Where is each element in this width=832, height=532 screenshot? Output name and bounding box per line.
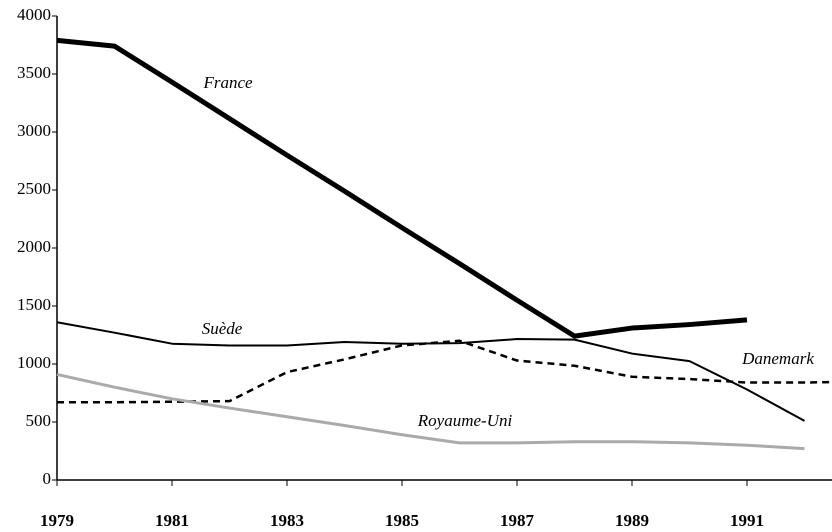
series-line (57, 339, 832, 404)
y-tick-label: 4000 (17, 5, 51, 24)
series-line (56, 321, 805, 422)
x-tick-label: 1979 (40, 511, 74, 530)
x-tick-label: 1989 (615, 511, 649, 530)
series-label: France (202, 73, 253, 92)
y-tick-label: 1000 (17, 353, 51, 372)
x-tick-label: 1981 (155, 511, 189, 530)
y-tick-label: 500 (26, 411, 52, 430)
x-tick-label: 1983 (270, 511, 304, 530)
series-label: Danemark (741, 349, 814, 368)
y-tick-label: 2000 (17, 237, 51, 256)
series-line (56, 372, 805, 451)
x-tick-label: 1987 (500, 511, 535, 530)
y-tick-label: 3000 (17, 121, 51, 140)
y-tick-label: 2500 (17, 179, 51, 198)
y-tick-label: 1500 (17, 295, 51, 314)
series-label: Royaume-Uni (417, 411, 513, 430)
series-label: Suède (202, 319, 243, 338)
series-line (56, 37, 748, 339)
y-tick-label: 0 (43, 469, 52, 488)
x-tick-label: 1991 (730, 511, 764, 530)
x-tick-label: 1985 (385, 511, 419, 530)
y-tick-label: 3500 (17, 63, 51, 82)
